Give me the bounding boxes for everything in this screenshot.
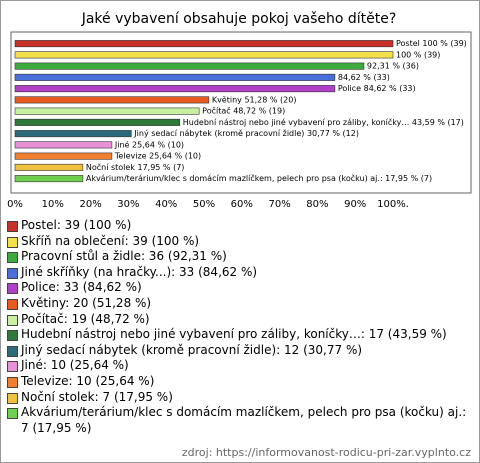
bar-label: 92,31 % (36) xyxy=(367,62,419,71)
x-tick-label: 40% xyxy=(155,199,177,210)
legend-swatch xyxy=(7,283,18,295)
legend-item: Skříň na oblečení: 39 (100 %) xyxy=(7,234,469,250)
legend-swatch xyxy=(7,345,18,357)
x-tick-label: 0% xyxy=(7,199,23,210)
bar xyxy=(14,62,365,70)
legend-item: Hudební nástroj nebo jiné vybavení pro z… xyxy=(7,327,469,343)
bar-label: Jiný sedací nábytek (kromě pracovní židl… xyxy=(133,129,359,138)
bar xyxy=(14,96,210,104)
legend-swatch xyxy=(7,376,18,388)
plot-frame xyxy=(10,31,472,194)
bar xyxy=(14,175,84,183)
bar xyxy=(14,118,181,126)
bar-label: 84,62 % (33) xyxy=(338,73,390,82)
legend-label: Počítač: 19 (48,72 %) xyxy=(21,311,150,326)
x-tick-label: 90% xyxy=(344,199,366,210)
legend-label: Jiné skříňky (na hračky...): 33 (84,62 %… xyxy=(21,264,258,279)
legend-swatch xyxy=(7,236,18,248)
legend: Postel: 39 (100 %) Skříň na oblečení: 39 … xyxy=(7,218,469,436)
bar-label: Postel 100 % (39) xyxy=(396,39,467,48)
bar xyxy=(14,152,113,160)
legend-swatch xyxy=(7,221,18,232)
legend-swatch xyxy=(7,408,18,420)
legend-item: Počítač: 19 (48,72 %) xyxy=(7,312,469,328)
bar-label: Police 84,62 % (33) xyxy=(338,84,416,93)
x-tick-label: 60% xyxy=(231,199,253,210)
legend-label: Jiný sedací nábytek (kromě pracovní židl… xyxy=(21,342,363,357)
x-tick-label: 50% xyxy=(193,199,215,210)
bar xyxy=(14,141,113,149)
legend-item: Pracovní stůl a židle: 36 (92,31 %) xyxy=(7,249,469,265)
bar xyxy=(14,73,336,81)
legend-item: Květiny: 20 (51,28 %) xyxy=(7,296,469,312)
bar xyxy=(14,163,84,171)
legend-label: Květiny: 20 (51,28 %) xyxy=(21,295,152,310)
bar-label: 100 % (39) xyxy=(396,50,440,59)
legend-label: Akvárium/terárium/klec s domácím mazlíčk… xyxy=(21,405,467,435)
bar xyxy=(14,40,394,48)
legend-swatch xyxy=(7,330,18,342)
legend-label: Skříň na oblečení: 39 (100 %) xyxy=(21,233,200,248)
legend-item: Noční stolek: 7 (17,95 %) xyxy=(7,390,469,406)
x-tick-label: 10% xyxy=(42,199,64,210)
legend-item: Police: 33 (84,62 %) xyxy=(7,280,469,296)
bar-label: Jiné 25,64 % (10) xyxy=(114,139,184,149)
legend-swatch xyxy=(7,361,18,373)
legend-swatch xyxy=(7,298,18,310)
x-tick-label: 30% xyxy=(117,199,139,210)
bar-label: Akvárium/terárium/klec s domácím mazlíčk… xyxy=(86,173,432,183)
bar-label: Noční stolek 17,95 % (7) xyxy=(86,162,185,172)
bar xyxy=(14,107,200,115)
x-tick-label: 100%. xyxy=(377,199,409,210)
legend-label: Pracovní stůl a židle: 36 (92,31 %) xyxy=(21,249,227,264)
bar xyxy=(14,85,336,93)
plot: Jaké vybavení obsahuje pokoj vašeho dítě… xyxy=(7,11,472,210)
x-tick-label: 70% xyxy=(268,199,290,210)
x-tick-label: 20% xyxy=(79,199,101,210)
legend-label: Jiné: 10 (25,64 %) xyxy=(21,358,129,373)
legend-swatch xyxy=(7,267,18,279)
legend-label: Noční stolek: 7 (17,95 %) xyxy=(21,389,173,404)
bar xyxy=(14,51,394,59)
legend-item: Akvárium/terárium/klec s domácím mazlíčk… xyxy=(7,405,469,436)
legend-label: Televize: 10 (25,64 %) xyxy=(21,373,155,388)
legend-item: Postel: 39 (100 %) xyxy=(7,218,469,234)
bar xyxy=(14,130,132,138)
legend-item: Jiný sedací nábytek (kromě pracovní židl… xyxy=(7,343,469,359)
legend-swatch xyxy=(7,252,18,264)
legend-label: Postel: 39 (100 %) xyxy=(21,218,132,232)
chart-title: Jaké vybavení obsahuje pokoj vašeho dítě… xyxy=(81,11,397,27)
x-tick-label: 80% xyxy=(306,199,328,210)
legend-item: Televize: 10 (25,64 %) xyxy=(7,374,469,390)
bar-label: Počítač 48,72 % (19) xyxy=(202,106,285,116)
legend-label: Police: 33 (84,62 %) xyxy=(21,280,142,295)
legend-swatch xyxy=(7,314,18,326)
bar-label: Hudební nástroj nebo jiné vybavení pro z… xyxy=(183,117,464,127)
source: zdroj: https://informovanost-rodicu-pri-… xyxy=(181,446,471,459)
legend-swatch xyxy=(7,392,18,404)
legend-item: Jiné skříňky (na hračky...): 33 (84,62 %… xyxy=(7,265,469,281)
legend-item: Jiné: 10 (25,64 %) xyxy=(7,358,469,374)
legend-label: Hudební nástroj nebo jiné vybavení pro z… xyxy=(21,327,447,342)
bar-label: Televize 25,64 % (10) xyxy=(114,152,201,161)
bar-label: Květiny 51,28 % (20) xyxy=(212,95,297,104)
